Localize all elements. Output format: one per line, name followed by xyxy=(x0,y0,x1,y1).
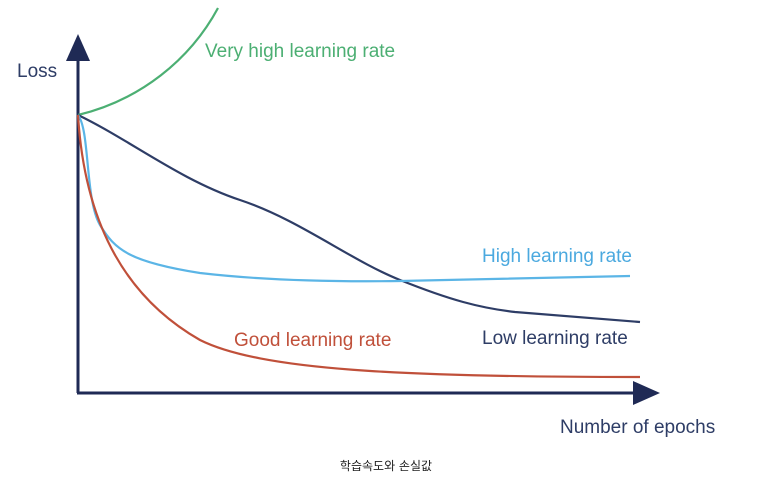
curve-label: Good learning rate xyxy=(234,330,391,351)
curve-low xyxy=(77,114,641,324)
caption: 학습속도와 손실값 xyxy=(340,459,432,473)
curve-label: Very high learning rate xyxy=(205,41,395,62)
x-axis-label: Number of epochs xyxy=(560,417,715,438)
y-axis-label: Loss xyxy=(17,61,57,82)
curve-label: High learning rate xyxy=(482,246,632,267)
curve-very-high xyxy=(77,7,219,117)
curve-good xyxy=(76,114,641,379)
curve-high xyxy=(77,114,631,283)
curve-label: Low learning rate xyxy=(482,328,628,349)
